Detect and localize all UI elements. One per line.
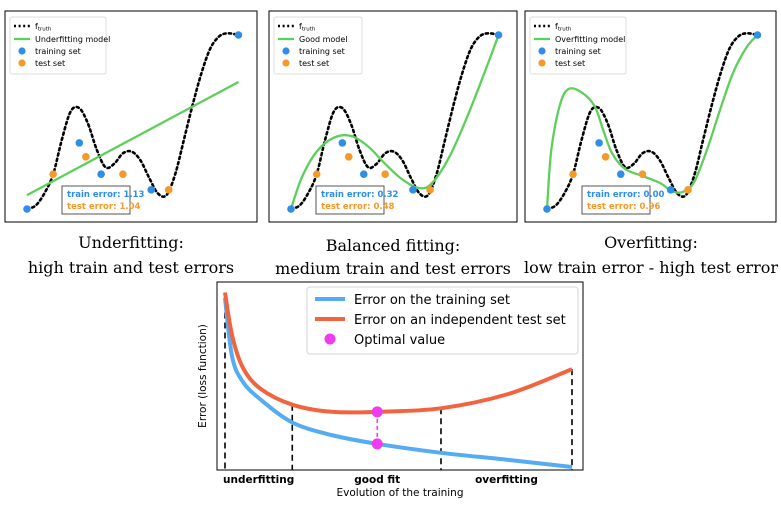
legend-truth-label: ftruth — [35, 22, 52, 33]
test-error-curve — [223, 292, 573, 415]
test-point — [638, 170, 647, 178]
test-point — [49, 170, 57, 178]
test-point — [119, 170, 127, 178]
error-box — [61, 185, 131, 215]
test-error-label: test error: 0.96 — [587, 202, 661, 212]
training-point — [359, 170, 368, 178]
y-axis-label: Error (loss function) — [197, 324, 209, 428]
legend-model-label: Good model — [299, 35, 348, 44]
panel-overfitting: ftruth Overfitting model training set test … — [524, 10, 777, 223]
caption-underfitting-line1: Underfitting: — [78, 233, 184, 252]
legend-test-label: Error on an independent test set — [354, 313, 566, 328]
training-point — [23, 205, 31, 213]
training-error-curve — [223, 297, 573, 469]
training-point — [616, 170, 625, 178]
error-box — [315, 185, 385, 215]
legend-optimal-label: Optimal value — [354, 333, 445, 348]
legend-box — [9, 16, 107, 75]
truth-curve — [545, 31, 759, 211]
test-point — [684, 186, 692, 194]
test-error-label: test error: 0.48 — [321, 202, 395, 212]
legend-test-swatch — [282, 59, 290, 67]
caption-balanced-line2: medium train and test errors — [275, 259, 511, 278]
model-curve — [26, 80, 240, 197]
legend-box — [273, 16, 363, 75]
x-axis-label: Evolution of the training — [337, 487, 464, 499]
caption-overfitting-line2: low train error - high test error — [524, 258, 778, 277]
training-point — [338, 139, 347, 147]
legend-model-label: Underfitting model — [35, 35, 110, 44]
test-point — [164, 186, 173, 194]
test-point — [426, 186, 434, 194]
training-point — [494, 31, 503, 39]
legend-training-label: Error on the training set — [354, 293, 510, 308]
legend-training-swatch — [18, 47, 26, 55]
test-point — [344, 153, 353, 161]
panel-underfitting: ftruth Underfitting model training set test… — [4, 10, 258, 223]
legend-training-swatch — [282, 47, 290, 55]
legend-test-swatch — [538, 59, 546, 67]
error-box — [581, 185, 651, 215]
truth-curve — [25, 31, 240, 211]
optimal-point — [371, 406, 383, 418]
test-error-label: test error: 1.04 — [67, 202, 141, 212]
test-point — [381, 170, 389, 178]
training-point — [97, 170, 105, 178]
train-error-label: train error: 1.13 — [67, 190, 145, 200]
legend-optimal-swatch — [324, 333, 336, 345]
legend-training-label: training set — [35, 47, 81, 56]
region-label: good fit — [354, 474, 400, 486]
legend-model-label: Overfitting model — [555, 35, 625, 44]
legend-box — [306, 286, 579, 355]
test-point — [312, 170, 321, 178]
test-point — [569, 170, 577, 178]
legend-test-label: test set — [555, 59, 585, 68]
legend-truth-label: ftruth — [555, 22, 572, 33]
caption-underfitting-line2: high train and test errors — [28, 258, 234, 277]
legend-test-label: test set — [299, 59, 329, 68]
truth-curve — [289, 31, 500, 211]
legend-box — [529, 16, 627, 75]
legend-test-label: test set — [35, 59, 65, 68]
caption-overfitting-line1: Overfitting: — [604, 233, 698, 252]
training-point — [543, 205, 551, 213]
legend-training-label: training set — [299, 47, 345, 56]
test-point — [601, 153, 610, 161]
training-point — [666, 186, 675, 194]
legend-training-label: training set — [555, 47, 601, 56]
model-curve — [289, 34, 500, 210]
training-point — [753, 31, 762, 39]
training-point — [75, 139, 84, 147]
training-point — [147, 186, 156, 194]
legend-truth-label: ftruth — [299, 22, 316, 33]
training-point — [287, 205, 295, 213]
training-point — [595, 139, 603, 147]
training-point — [234, 31, 243, 39]
training-point — [409, 186, 417, 194]
region-label: underfitting — [223, 474, 294, 486]
train-error-label: train error: 0.32 — [321, 190, 399, 200]
optimal-point — [371, 438, 383, 450]
legend-training-swatch — [538, 47, 546, 55]
test-point — [82, 153, 90, 161]
region-label: overfitting — [475, 474, 538, 486]
panel-balanced: ftruth Good model training set test set trai… — [268, 10, 518, 223]
caption-balanced-line1: Balanced fitting: — [326, 236, 461, 255]
train-error-label: train error: 0.00 — [587, 190, 665, 200]
panel-training-evolution: Error on the training set Error on an ind… — [197, 281, 584, 499]
legend-test-swatch — [18, 59, 26, 67]
